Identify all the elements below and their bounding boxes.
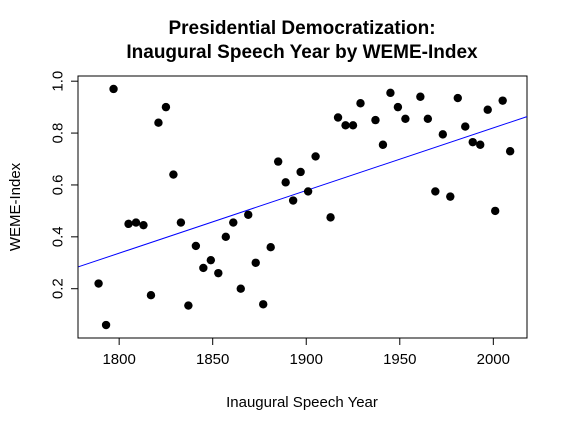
- x-tick-label: 1950: [383, 351, 416, 368]
- data-point: [438, 130, 448, 139]
- data-point: [386, 88, 395, 98]
- data-point: [341, 121, 350, 130]
- y-tick-label: 0.6: [50, 175, 67, 196]
- data-point: [401, 114, 410, 124]
- data-point: [94, 279, 103, 288]
- data-point: [356, 99, 365, 108]
- data-point: [303, 187, 313, 196]
- data-point: [101, 320, 111, 330]
- plot-box: [77, 75, 528, 339]
- data-point: [161, 102, 171, 112]
- data-point: [236, 284, 245, 293]
- data-point: [453, 93, 462, 103]
- data-point: [461, 122, 470, 131]
- data-point: [221, 232, 230, 242]
- data-point: [446, 192, 455, 201]
- data-point: [483, 105, 492, 114]
- y-tick-label: 0.8: [50, 123, 67, 144]
- data-point: [281, 178, 290, 187]
- data-point: [476, 140, 485, 149]
- data-point: [416, 92, 425, 101]
- data-point: [266, 243, 275, 252]
- y-tick-label: 0.2: [50, 278, 67, 299]
- data-point: [206, 255, 216, 265]
- data-point: [124, 219, 133, 229]
- y-tick-label: 0.4: [50, 226, 67, 247]
- data-point: [199, 263, 208, 273]
- data-point: [490, 206, 500, 216]
- data-point: [229, 218, 238, 227]
- regression-line: [77, 116, 528, 268]
- x-tick-label: 1800: [102, 351, 135, 368]
- data-point: [154, 118, 163, 127]
- chart-title-line-2: Inaugural Speech Year by WEME-Index: [126, 42, 478, 63]
- data-point: [288, 196, 298, 205]
- data-point: [296, 167, 305, 177]
- data-point: [214, 268, 223, 278]
- x-tick-label: 2000: [477, 351, 510, 368]
- data-point: [176, 218, 186, 227]
- data-point: [191, 241, 201, 251]
- fit-line-layer: [77, 116, 528, 268]
- data-point: [378, 140, 388, 149]
- data-point: [326, 213, 335, 222]
- data-point: [244, 210, 253, 219]
- data-point: [169, 170, 178, 179]
- x-tick-label: 1900: [290, 351, 323, 368]
- data-point: [311, 152, 320, 161]
- data-point: [146, 290, 156, 300]
- data-point: [259, 300, 268, 309]
- y-tick-label: 1.0: [50, 71, 67, 92]
- data-point: [393, 102, 403, 112]
- y-axis: 0.2 0.4 0.6 0.8 1.0: [50, 71, 79, 299]
- data-point: [371, 115, 380, 125]
- x-axis-label: Inaugural Speech Year: [226, 394, 378, 411]
- data-point: [184, 301, 193, 310]
- data-point: [131, 218, 141, 227]
- data-point: [139, 220, 148, 230]
- points-layer: [94, 84, 515, 330]
- y-axis-label: WEME-Index: [7, 162, 24, 251]
- chart-title-line-1: Presidential Democratization:: [168, 18, 435, 39]
- x-axis: 1800 1850 1900 1950 2000: [102, 337, 510, 368]
- data-point: [505, 147, 515, 156]
- data-point: [251, 258, 260, 267]
- data-point: [348, 121, 358, 130]
- x-tick-label: 1850: [196, 351, 229, 368]
- data-point: [498, 96, 507, 105]
- data-point: [273, 157, 283, 166]
- data-point: [468, 137, 477, 147]
- data-point: [109, 84, 118, 94]
- data-point: [333, 113, 343, 122]
- data-point: [431, 187, 440, 196]
- data-point: [423, 114, 433, 124]
